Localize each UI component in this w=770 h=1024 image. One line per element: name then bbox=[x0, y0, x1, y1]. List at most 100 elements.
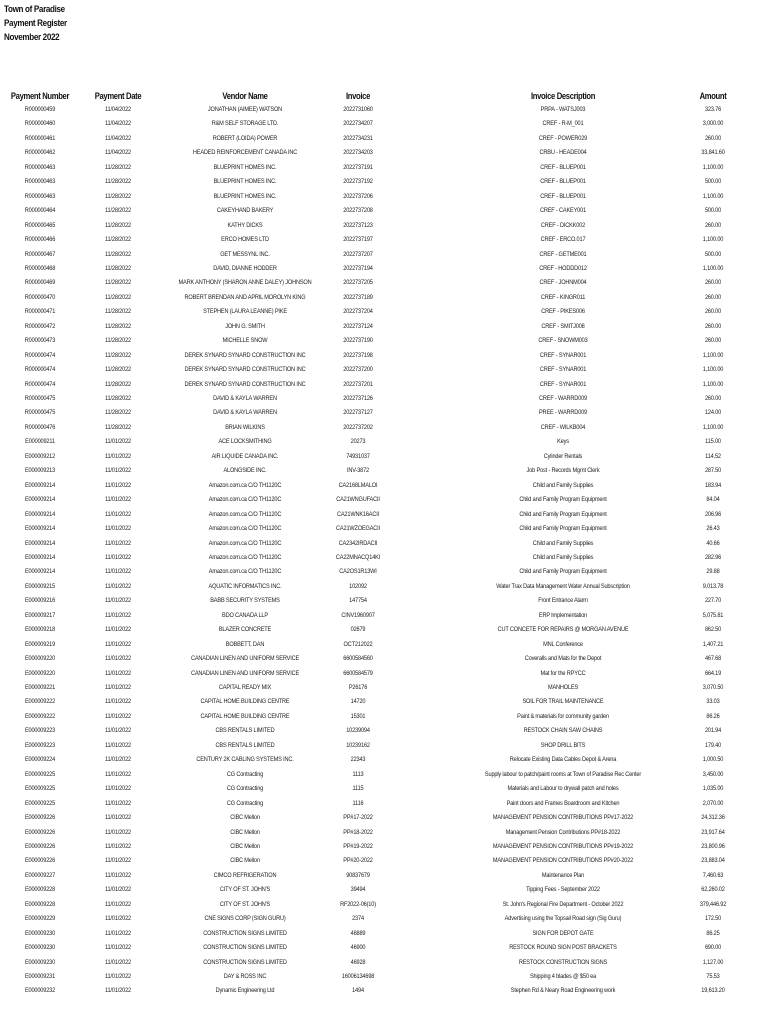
invoice-description-cell: Job Post - Records Mgmt Clerk bbox=[526, 467, 600, 475]
payment-date-cell: 11/01/2022 bbox=[105, 712, 131, 720]
payment-date-cell: 11/28/2022 bbox=[105, 163, 131, 171]
vendor-name-cell: Amazon.com.ca C/O TH1120C bbox=[208, 539, 282, 547]
amount-cell: 26.43 bbox=[706, 525, 720, 533]
invoice-cell: 2022737197 bbox=[343, 236, 373, 244]
invoice-cell: 6600584579 bbox=[343, 669, 373, 677]
payment-date-cell: 11/01/2022 bbox=[105, 597, 131, 605]
invoice-description-cell: MANAGEMENT PENSION CONTRIBUTIONS PP#17-2… bbox=[492, 814, 634, 822]
invoice-cell: 22343 bbox=[350, 756, 366, 764]
vendor-name-cell: ALONGSIDE INC. bbox=[223, 467, 267, 475]
vendor-name-cell: BABB SECURITY SYSTEMS bbox=[210, 597, 280, 605]
invoice-description-cell: Maintenance Plan bbox=[541, 871, 585, 879]
amount-cell: 1,100.00 bbox=[702, 236, 724, 244]
invoice-cell: 10239162 bbox=[346, 741, 370, 749]
amount-cell: 3,450.00 bbox=[702, 770, 724, 778]
payment-date-cell: 11/01/2022 bbox=[105, 886, 131, 894]
invoice-cell: 2022737194 bbox=[343, 264, 373, 272]
invoice-cell: 2022737126 bbox=[343, 395, 373, 402]
amount-cell: 75.53 bbox=[706, 973, 720, 980]
payment-number-cell: E000009214 bbox=[24, 568, 56, 576]
amount-cell: 172.50 bbox=[704, 915, 722, 923]
invoice-cell: OCT212022 bbox=[343, 640, 373, 648]
payment-number-cell: E000009219 bbox=[24, 640, 56, 648]
invoice-description-cell: CREF - DICKK002 bbox=[540, 221, 586, 229]
amount-cell: 7,460.63 bbox=[702, 871, 724, 879]
payment-number-cell: R000000459 bbox=[24, 106, 56, 113]
amount-cell: 260.00 bbox=[704, 293, 722, 301]
payment-date-cell: 11/01/2022 bbox=[105, 727, 131, 735]
vendor-name-cell: CAPITAL HOME BUILDING CENTRE bbox=[200, 712, 290, 720]
report-period: November 2022 bbox=[4, 32, 60, 43]
invoice-description-cell: Shipping 4 blades @ $50 ea bbox=[529, 973, 597, 980]
vendor-name-cell: CG Contracting bbox=[226, 770, 264, 778]
payment-date-cell: 11/01/2022 bbox=[105, 539, 131, 547]
invoice-cell: 2022737124 bbox=[343, 322, 373, 330]
invoice-description-cell: CREF - BLUEP001 bbox=[540, 178, 586, 186]
payment-number-cell: R000000473 bbox=[24, 337, 56, 345]
org-name: Town of Paradise bbox=[4, 4, 65, 15]
invoice-description-cell: SHOP DRILL BITS bbox=[540, 741, 586, 749]
payment-number-cell: R000000467 bbox=[24, 250, 56, 258]
payment-number-cell: E000009228 bbox=[24, 886, 56, 894]
invoice-description-cell: RESTOCK CHAIN SAW CHAINS bbox=[523, 727, 603, 735]
amount-cell: 23,917.64 bbox=[701, 828, 725, 836]
payment-date-cell: 11/01/2022 bbox=[105, 626, 131, 634]
invoice-cell: 2022731060 bbox=[343, 106, 373, 113]
vendor-name-cell: MARK ANTHONY (SHARON ANNE DALEY) JOHNSON bbox=[178, 279, 312, 287]
payment-date-cell: 11/01/2022 bbox=[105, 987, 131, 995]
invoice-cell: P26176 bbox=[348, 684, 368, 691]
invoice-cell: 2022737205 bbox=[343, 279, 373, 287]
payment-date-cell: 11/04/2022 bbox=[105, 106, 131, 113]
payment-date-cell: 11/28/2022 bbox=[105, 395, 131, 402]
invoice-cell: 74931037 bbox=[346, 452, 370, 460]
payment-number-cell: E000009214 bbox=[24, 525, 56, 533]
invoice-description-cell: Relocate Existing Data Cables Depot & Ar… bbox=[509, 756, 617, 764]
vendor-name-cell: CIBC Mellon bbox=[230, 814, 260, 822]
payment-number-cell: R000000469 bbox=[24, 279, 56, 287]
payment-date-cell: 11/01/2022 bbox=[105, 814, 131, 822]
amount-cell: 323.76 bbox=[704, 106, 722, 113]
payment-date-cell: 11/01/2022 bbox=[105, 770, 131, 778]
invoice-description-cell: Coveralls and Mats for the Depot bbox=[524, 655, 602, 663]
payment-date-cell: 11/01/2022 bbox=[105, 828, 131, 836]
invoice-description-cell: CREF - R-M_001 bbox=[542, 120, 584, 128]
amount-cell: 1,100.00 bbox=[702, 163, 724, 171]
invoice-description-cell: CREF - BLUEP001 bbox=[540, 192, 586, 200]
vendor-name-cell: DAVID, DIANNE HODDER bbox=[213, 264, 277, 272]
invoice-description-cell: Paint doors and Frames Boardroom and Kit… bbox=[506, 799, 620, 807]
payment-number-cell: E000009214 bbox=[24, 539, 56, 547]
payment-number-cell: E000009222 bbox=[24, 712, 56, 720]
payment-date-cell: 11/01/2022 bbox=[105, 669, 131, 677]
payment-date-cell: 11/01/2022 bbox=[105, 857, 131, 865]
invoice-description-cell: CREF - BLUEP001 bbox=[540, 163, 586, 171]
invoice-cell: CA2168LMALOI bbox=[338, 481, 378, 489]
amount-cell: 84.04 bbox=[706, 496, 720, 504]
invoice-cell: CA2342IRDACII bbox=[338, 539, 378, 547]
invoice-description-cell: RESTOCK CONSTRUCTION SIGNS bbox=[518, 958, 608, 966]
amount-cell: 1,000.50 bbox=[702, 756, 724, 764]
vendor-name-cell: JOHN G. SMITH bbox=[225, 322, 265, 330]
payment-number-cell: E000009214 bbox=[24, 553, 56, 561]
amount-cell: 1,100.00 bbox=[702, 423, 724, 431]
invoice-description-cell: Child and Family Program Equipment bbox=[519, 568, 607, 576]
vendor-name-cell: CIMCO REFRIGERATION bbox=[213, 871, 277, 879]
payment-date-cell: 11/01/2022 bbox=[105, 915, 131, 923]
col-vendor-name: Vendor Name bbox=[222, 91, 268, 101]
vendor-name-cell: Amazon.com.ca C/O TH1120C bbox=[208, 568, 282, 576]
invoice-description-cell: CREF - POWER029 bbox=[538, 134, 588, 142]
vendor-name-cell: JONATHAN (AIMEE) WATSON bbox=[207, 106, 283, 113]
invoice-description-cell: CREF - PIKES006 bbox=[541, 308, 585, 316]
payment-date-cell: 11/01/2022 bbox=[105, 944, 131, 952]
vendor-name-cell: DEREK SYNARD SYNARD CONSTRUCTION INC bbox=[184, 351, 306, 359]
payment-date-cell: 11/01/2022 bbox=[105, 640, 131, 648]
invoice-cell: 46928 bbox=[350, 958, 366, 966]
vendor-name-cell: ROBERT BRENDAN AND APRIL MOROLYN KING bbox=[184, 293, 306, 301]
payment-number-cell: R000000462 bbox=[24, 149, 56, 157]
payment-date-cell: 11/28/2022 bbox=[105, 178, 131, 186]
invoice-description-cell: PRPA - WATSJ003 bbox=[540, 106, 586, 113]
payment-number-cell: E000009226 bbox=[24, 857, 56, 865]
payment-number-cell: E000009230 bbox=[24, 929, 56, 937]
invoice-description-cell: Child and Family Program Equipment bbox=[519, 510, 607, 518]
payment-date-cell: 11/28/2022 bbox=[105, 322, 131, 330]
amount-cell: 379,446.92 bbox=[699, 900, 727, 908]
